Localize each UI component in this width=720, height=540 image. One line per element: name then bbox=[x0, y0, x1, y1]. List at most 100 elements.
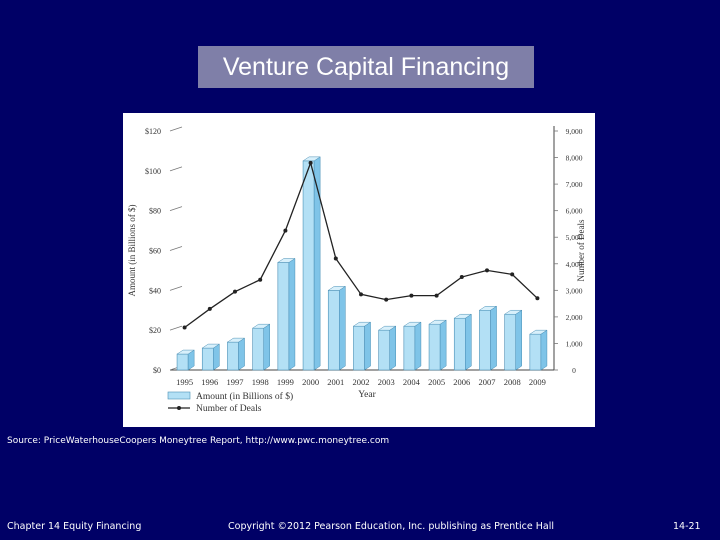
bar bbox=[201, 347, 214, 371]
chart-legend: Amount (in Billions of $)Number of Deals bbox=[167, 391, 293, 414]
x-tick-label: 2009 bbox=[529, 377, 546, 387]
x-tick-label: 2001 bbox=[327, 377, 344, 387]
left-tick-label: $20 bbox=[149, 326, 161, 335]
left-tick-mark bbox=[169, 126, 183, 132]
right-tick-label: 8,000 bbox=[566, 154, 583, 163]
x-tick-label: 2004 bbox=[403, 377, 421, 387]
x-tick-label: 2007 bbox=[479, 377, 496, 387]
deals-point bbox=[308, 160, 313, 165]
x-tick-label: 1997 bbox=[227, 377, 244, 387]
x-tick-label: 1999 bbox=[277, 377, 294, 387]
x-tick-label: 2002 bbox=[353, 377, 370, 387]
left-tick-label: $80 bbox=[149, 207, 161, 216]
right-tick-label: 9,000 bbox=[566, 127, 583, 136]
deals-point bbox=[207, 306, 212, 311]
legend-bar-swatch bbox=[167, 391, 191, 400]
bar-side bbox=[540, 329, 548, 371]
bar-side bbox=[414, 321, 422, 371]
bar-series bbox=[176, 156, 548, 371]
chart-panel: $0 $20 $40 $60 $80 $100 $120 0 1,000 2,000 3,000 4,… bbox=[123, 113, 595, 427]
bar bbox=[277, 262, 290, 371]
x-tick-label: 2006 bbox=[453, 377, 470, 387]
venture-capital-chart: $0 $20 $40 $60 $80 $100 $120 0 1,000 2,000 3,000 4,… bbox=[127, 126, 586, 414]
bar-top bbox=[201, 343, 221, 349]
x-tick-label: 1998 bbox=[252, 377, 269, 387]
bar bbox=[378, 329, 391, 371]
bar bbox=[453, 317, 466, 371]
bar-side bbox=[490, 305, 497, 371]
deals-point bbox=[283, 228, 288, 233]
left-tick-mark bbox=[169, 285, 183, 291]
bar bbox=[529, 333, 542, 371]
bar-side bbox=[339, 285, 346, 371]
bar-top bbox=[453, 313, 473, 319]
y-axis-title: Amount (in Billions of $) bbox=[127, 204, 137, 296]
x-tick-label: 1995 bbox=[176, 377, 193, 387]
bar-top bbox=[327, 286, 347, 291]
bar bbox=[353, 325, 365, 371]
bar bbox=[403, 325, 416, 371]
deals-point bbox=[359, 292, 363, 297]
right-tick-label: 5,000 bbox=[566, 233, 583, 242]
deals-point bbox=[510, 272, 515, 277]
bar bbox=[428, 323, 441, 371]
left-tick-label: $0 bbox=[153, 366, 161, 375]
bar bbox=[302, 160, 315, 371]
bar-top bbox=[403, 321, 422, 327]
right-tick-label: 3,000 bbox=[566, 286, 583, 295]
bar bbox=[327, 290, 340, 371]
x-tick-label: 2000 bbox=[302, 377, 319, 387]
right-tick-label: 1,000 bbox=[566, 339, 583, 348]
deals-line bbox=[184, 160, 538, 329]
deals-point bbox=[434, 293, 439, 298]
x-tick-label: 2003 bbox=[378, 377, 395, 387]
x-tick-label: 2008 bbox=[504, 377, 521, 387]
bar-side bbox=[515, 309, 522, 371]
legend-line-marker bbox=[177, 406, 181, 410]
bar-side bbox=[364, 321, 371, 371]
bar-top bbox=[226, 337, 246, 343]
footer-chapter: Chapter 14 Equity Financing bbox=[7, 521, 142, 532]
bar-top bbox=[478, 306, 498, 311]
deals-point bbox=[182, 325, 187, 330]
y2-axis-title: Number of Deals bbox=[576, 219, 586, 281]
bar-side bbox=[263, 323, 270, 371]
x-axis-title: Year bbox=[358, 390, 376, 400]
bar bbox=[227, 341, 239, 371]
footer-copyright: Copyright ©2012 Pearson Education, Inc. … bbox=[228, 521, 554, 532]
deals-point bbox=[384, 297, 389, 302]
bar bbox=[176, 353, 189, 371]
bar bbox=[479, 309, 491, 371]
bar-top bbox=[428, 319, 447, 325]
legend-bar-label: Amount (in Billions of $) bbox=[196, 391, 293, 402]
axis-labels: $0 $20 $40 $60 $80 $100 $120 0 1,000 2,000 3,000 4,… bbox=[127, 127, 586, 400]
bar-top bbox=[352, 321, 372, 327]
left-tick-label: $100 bbox=[145, 167, 161, 176]
deals-point bbox=[258, 277, 263, 282]
bar-top bbox=[377, 325, 397, 331]
source-note: Source: PriceWaterhouseCoopers Moneytree… bbox=[7, 436, 390, 446]
left-tick-label: $40 bbox=[149, 286, 161, 295]
bar-side bbox=[238, 337, 245, 371]
bar-top bbox=[176, 349, 195, 355]
right-tick-label: 0 bbox=[572, 366, 576, 375]
x-tick-label: 2005 bbox=[428, 377, 445, 387]
bar-top bbox=[503, 309, 523, 315]
bar bbox=[504, 313, 517, 371]
right-tick-label: 2,000 bbox=[566, 313, 583, 322]
left-tick-mark bbox=[169, 246, 183, 251]
x-tick-label: 1996 bbox=[201, 377, 218, 387]
right-tick-label: 6,000 bbox=[566, 207, 583, 216]
deals-point bbox=[459, 275, 464, 280]
bar-side bbox=[213, 343, 220, 371]
bar-top bbox=[277, 258, 296, 263]
bar-top bbox=[529, 329, 548, 335]
right-tick-label: 7,000 bbox=[566, 180, 583, 189]
left-tick-mark bbox=[169, 206, 183, 212]
left-tick-mark bbox=[169, 325, 183, 331]
deals-point bbox=[233, 289, 237, 294]
left-tick-mark bbox=[169, 166, 183, 172]
right-tick-label: 4,000 bbox=[566, 260, 583, 269]
bar-side bbox=[389, 325, 396, 371]
left-tick-label: $120 bbox=[145, 127, 161, 136]
